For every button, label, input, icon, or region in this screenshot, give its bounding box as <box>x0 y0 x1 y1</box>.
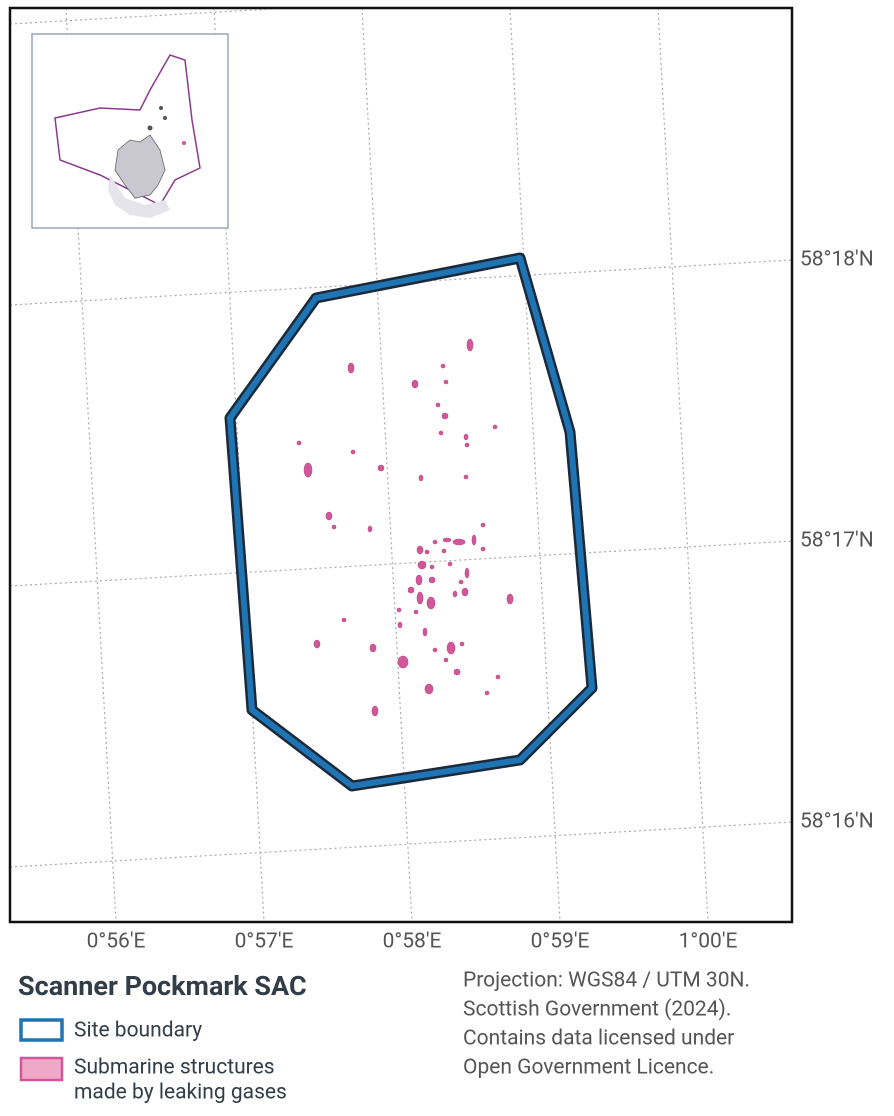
pockmark <box>397 621 403 629</box>
pockmark <box>452 538 466 546</box>
credit-line: Projection: WGS84 / UTM 30N. <box>463 969 750 993</box>
pockmark <box>350 449 356 455</box>
inset-islands <box>147 125 153 131</box>
pockmark <box>453 668 461 676</box>
map-frame <box>8 6 794 924</box>
pockmark <box>463 474 469 480</box>
pockmark <box>367 525 373 533</box>
pockmark <box>424 549 430 555</box>
pockmark <box>429 564 435 570</box>
pockmark <box>303 462 313 478</box>
pockmark <box>459 641 465 647</box>
pockmark <box>377 464 385 472</box>
pockmark <box>411 379 419 389</box>
parallel <box>10 821 792 868</box>
latitude-label: 58°16'N <box>800 810 874 834</box>
pockmark <box>432 647 438 653</box>
parallel <box>10 540 792 587</box>
pockmark <box>463 433 469 441</box>
pockmark <box>407 586 415 594</box>
pockmark <box>506 593 514 605</box>
longitude-label: 0°57'E <box>235 930 294 954</box>
legend-label: Submarine structures <box>74 1056 275 1080</box>
pockmark <box>415 574 423 586</box>
credit-line: Scottish Government (2024). <box>463 998 731 1022</box>
pockmark <box>347 362 355 374</box>
pockmark <box>443 379 449 385</box>
credit-line: Contains data licensed under <box>463 1027 734 1051</box>
inset-england <box>108 175 170 218</box>
longitude-label: 0°59'E <box>531 930 590 954</box>
pockmark <box>428 576 436 584</box>
pockmark <box>296 440 302 446</box>
inset-site <box>182 141 186 145</box>
site-boundary <box>227 255 595 789</box>
pockmark <box>341 617 347 623</box>
longitude-label: 0°56'E <box>87 930 146 954</box>
pockmark <box>480 522 486 528</box>
pockmark <box>416 545 424 555</box>
credit-line: Open Government Licence. <box>463 1056 714 1080</box>
parallel <box>10 8 299 25</box>
pockmark <box>471 534 477 546</box>
pockmark <box>447 561 453 567</box>
pockmark <box>461 587 469 597</box>
longitude-label: 1°00'E <box>679 930 738 954</box>
inset-map <box>31 33 229 229</box>
pockmark <box>495 674 501 680</box>
pockmark <box>331 524 337 530</box>
legend-label: Site boundary <box>74 1019 202 1043</box>
pockmark <box>492 424 498 430</box>
pockmark <box>418 474 424 482</box>
map-title: Scanner Pockmark SAC <box>18 970 307 1002</box>
pockmark <box>417 560 427 570</box>
pockmark <box>466 338 474 352</box>
pockmark <box>440 363 446 369</box>
pockmark <box>442 537 452 543</box>
pockmark <box>446 641 456 655</box>
pockmark <box>413 609 419 615</box>
pockmark <box>443 657 449 663</box>
pockmark <box>426 596 436 610</box>
inset-islands <box>159 106 163 110</box>
meridian <box>806 8 856 922</box>
pockmark <box>371 705 379 717</box>
pockmark <box>484 690 490 696</box>
pockmark <box>438 430 444 436</box>
pockmark <box>424 683 434 695</box>
pockmark <box>369 643 377 653</box>
legend-swatch-pockmarks <box>19 1056 64 1082</box>
pockmark <box>452 590 458 598</box>
pockmark <box>432 539 438 545</box>
inset-islands <box>163 116 167 120</box>
pockmark <box>396 607 402 613</box>
pockmark <box>464 442 470 448</box>
latitude-label: 58°17'N <box>800 529 874 553</box>
legend-label: made by leaking gases <box>74 1081 287 1105</box>
pockmark <box>422 627 428 637</box>
pockmark <box>441 548 447 554</box>
pockmark <box>435 402 441 408</box>
pockmark <box>416 591 424 605</box>
pockmark <box>480 546 486 552</box>
inset-zone <box>54 54 201 206</box>
pockmark <box>397 655 409 669</box>
pockmark <box>458 579 464 585</box>
pockmark <box>325 511 333 521</box>
pockmark <box>441 412 449 420</box>
pockmark <box>313 639 321 649</box>
pockmarks <box>296 338 514 717</box>
inset-scotland <box>114 134 166 199</box>
longitude-label: 0°58'E <box>383 930 442 954</box>
legend-swatch-boundary <box>19 1018 64 1042</box>
latitude-label: 58°18'N <box>800 248 874 272</box>
inset-frame <box>31 33 229 229</box>
pockmark <box>464 567 470 579</box>
